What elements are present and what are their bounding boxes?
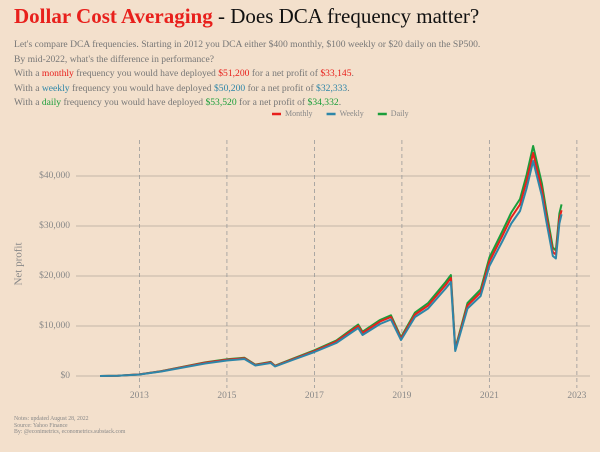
text-segment: $50,200 <box>213 82 246 94</box>
text-segment: . <box>347 82 350 94</box>
text-segment: $53,520 <box>205 97 237 109</box>
text-segment: monthly <box>41 68 74 80</box>
y-tick-label: $20,000 <box>39 270 70 281</box>
y-tick-label: $40,000 <box>39 170 70 181</box>
text-segment: With a <box>14 68 42 80</box>
x-tick-label: 2021 <box>480 391 499 401</box>
text-segment: Dollar Cost Averaging <box>14 4 213 28</box>
y-tick-label: $30,000 <box>39 220 70 231</box>
text-segment: . <box>351 68 354 80</box>
legend-label: Daily <box>391 109 409 118</box>
text-segment: With a <box>14 82 42 94</box>
subtitle-line: With a daily frequency you would have de… <box>14 96 480 111</box>
text-segment: daily <box>41 97 62 109</box>
subtitle-line: With a monthly frequency you would have … <box>14 67 480 82</box>
y-tick-label: $10,000 <box>39 320 70 331</box>
text-segment: frequency you would have deployed <box>73 68 219 80</box>
x-tick-label: 2019 <box>392 391 411 401</box>
subtitle: Let's compare DCA frequencies. Starting … <box>14 38 480 111</box>
text-segment: Let's compare DCA frequencies. Starting … <box>14 39 481 50</box>
x-tick-label: 2017 <box>305 391 324 401</box>
text-segment: $34,332 <box>307 97 339 109</box>
text-segment: weekly <box>41 82 70 94</box>
title: Dollar Cost Averaging - Does DCA frequen… <box>14 4 479 29</box>
y-axis-label: Net profit <box>13 242 25 285</box>
x-tick-label: 2023 <box>567 391 586 401</box>
subtitle-line: Let's compare DCA frequencies. Starting … <box>14 38 480 53</box>
series-line <box>100 160 563 377</box>
text-segment: frequency you would have deployed <box>61 97 206 109</box>
text-segment: - Does DCA frequency matter? <box>212 4 480 28</box>
notes: Notes: updated August 28, 2022 Source: Ya… <box>14 416 125 436</box>
y-tick-label: $0 <box>61 370 71 381</box>
note: Notes: updated August 28, 2022 <box>14 416 89 422</box>
text-segment: . <box>338 97 342 109</box>
text-segment: frequency you would have deployed <box>69 82 214 94</box>
text-segment: for a net profit of <box>245 82 317 94</box>
text-segment: By mid-2022, what's the difference in pe… <box>14 53 215 65</box>
text-segment: With a <box>14 97 42 109</box>
text-segment: $33,145 <box>320 68 352 80</box>
note: Source: Yahoo Finance <box>14 422 68 429</box>
note: By: @econimetrics, econometrics.substack… <box>14 429 126 436</box>
legend-label: Monthly <box>285 109 313 118</box>
text-segment: $32,333 <box>316 82 348 94</box>
x-tick-label: 2013 <box>130 391 149 401</box>
legend-label: Weekly <box>340 109 364 118</box>
subtitle-line: With a weekly frequency you would have d… <box>14 82 480 97</box>
x-tick-label: 2015 <box>217 391 236 401</box>
subtitle-line: By mid-2022, what's the difference in pe… <box>14 53 480 68</box>
text-segment: for a net profit of <box>236 97 308 109</box>
text-segment: for a net profit of <box>249 68 321 80</box>
text-segment: $51,200 <box>218 68 250 80</box>
